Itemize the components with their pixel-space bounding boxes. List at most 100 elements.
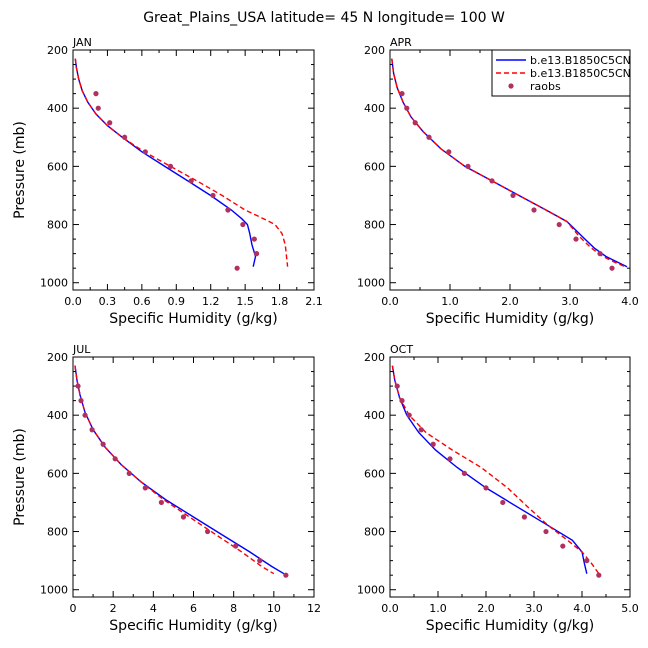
raobs-point bbox=[596, 572, 602, 578]
raobs-point bbox=[204, 528, 211, 535]
x-tick-label: 2 bbox=[110, 602, 117, 615]
x-tick-label: 3.0 bbox=[561, 295, 579, 308]
raobs-point bbox=[521, 514, 528, 520]
legend-swatch-marker bbox=[508, 83, 514, 89]
raobs-point bbox=[399, 91, 405, 97]
series-line-dashed bbox=[74, 58, 289, 267]
raobs-point bbox=[418, 427, 424, 433]
raobs-point bbox=[500, 499, 506, 506]
raobs-point bbox=[465, 163, 471, 169]
raobs-point bbox=[543, 528, 549, 535]
series-line-solid bbox=[74, 365, 285, 575]
y-axis-label: Pressure (mb) bbox=[12, 121, 28, 219]
panel-apr: APR 0.0 1.0 2.0 3.0 4.0 200 400 600 800 1000 Specif… bbox=[357, 36, 639, 327]
raobs-point bbox=[95, 105, 101, 111]
x-tick-label: 5.0 bbox=[621, 602, 639, 615]
x-axis-label: Specific Humidity (g/kg) bbox=[426, 311, 594, 327]
y-tick-label: 800 bbox=[364, 526, 385, 539]
x-tick-label: 4.0 bbox=[573, 602, 591, 615]
x-tick-label: 10 bbox=[267, 602, 281, 615]
y-tick-label: 600 bbox=[364, 160, 385, 173]
raobs-point bbox=[489, 178, 495, 184]
panel-label: JUL bbox=[72, 343, 91, 356]
raobs-point bbox=[142, 149, 148, 155]
series-line-dashed bbox=[391, 365, 600, 575]
raobs-point bbox=[609, 265, 615, 271]
x-axis-label: Specific Humidity (g/kg) bbox=[426, 618, 594, 634]
x-tick-label: 12 bbox=[307, 602, 321, 615]
y-tick-label: 200 bbox=[47, 351, 68, 364]
raobs-point bbox=[107, 120, 113, 126]
raobs-point bbox=[240, 221, 246, 228]
raobs-point bbox=[412, 120, 418, 126]
x-tick-label: 1.0 bbox=[441, 295, 459, 308]
series-line-dashed bbox=[391, 58, 626, 268]
legend-label: raobs bbox=[530, 80, 561, 93]
x-tick-label: 2.0 bbox=[501, 295, 519, 308]
y-tick-label: 1000 bbox=[40, 584, 68, 597]
x-tick-label: 0.0 bbox=[381, 602, 399, 615]
raobs-point bbox=[75, 383, 81, 389]
panels: JAN 0.0 0.3 0.6 0.9 1.2 1.5 1.8 2.1 200 400 600 800 1… bbox=[12, 36, 639, 634]
x-tick-label: 0.9 bbox=[168, 295, 186, 308]
x-tick-label: 8 bbox=[230, 602, 237, 615]
raobs-point bbox=[556, 221, 562, 228]
raobs-point bbox=[406, 412, 412, 418]
raobs-point bbox=[210, 192, 216, 199]
x-tick-label: 1.5 bbox=[236, 295, 254, 308]
x-tick-label: 3.0 bbox=[525, 602, 543, 615]
panel-jul: JUL 0 2 4 6 8 10 12 200 400 600 800 1000 Specific Hum… bbox=[12, 343, 321, 634]
raobs-point bbox=[188, 178, 194, 184]
y-axis-label: Pressure (mb) bbox=[12, 428, 28, 526]
y-tick-label: 200 bbox=[364, 351, 385, 364]
x-tick-label: 2.0 bbox=[477, 602, 495, 615]
y-tick-label: 200 bbox=[47, 44, 68, 57]
raobs-point bbox=[483, 485, 489, 491]
x-tick-label: 0.0 bbox=[381, 295, 399, 308]
x-tick-label: 2.1 bbox=[305, 295, 323, 308]
raobs-point bbox=[78, 398, 84, 404]
raobs-point bbox=[100, 441, 106, 447]
plot-frame bbox=[389, 356, 631, 598]
x-axis-label: Specific Humidity (g/kg) bbox=[109, 618, 277, 634]
raobs-point bbox=[447, 456, 453, 462]
y-tick-label: 400 bbox=[364, 409, 385, 422]
raobs-point bbox=[446, 149, 452, 155]
raobs-point bbox=[112, 456, 118, 462]
x-tick-label: 0.3 bbox=[99, 295, 117, 308]
y-tick-label: 400 bbox=[364, 102, 385, 115]
raobs-point bbox=[430, 441, 436, 447]
raobs-point bbox=[233, 543, 239, 549]
x-tick-label: 1.8 bbox=[271, 295, 289, 308]
raobs-point bbox=[122, 134, 128, 140]
raobs-point bbox=[404, 105, 410, 111]
y-tick-label: 200 bbox=[364, 44, 385, 57]
raobs-point bbox=[394, 383, 400, 389]
panel-oct: OCT 0.0 1.0 2.0 3.0 4.0 5.0 200 400 600 800 1000 Spe… bbox=[357, 343, 639, 634]
panel-label: OCT bbox=[390, 343, 413, 356]
series-line-solid bbox=[74, 58, 257, 267]
x-tick-label: 0.6 bbox=[133, 295, 151, 308]
raobs-point bbox=[82, 412, 88, 418]
plot-frame bbox=[72, 356, 315, 598]
x-tick-label: 0.0 bbox=[64, 295, 82, 308]
y-tick-label: 600 bbox=[364, 467, 385, 480]
x-tick-label: 1.2 bbox=[202, 295, 220, 308]
x-tick-label: 4 bbox=[150, 602, 157, 615]
legend-label: b.e13.B1850C5CN bbox=[530, 54, 631, 67]
raobs-point bbox=[399, 398, 405, 404]
panel-jan: JAN 0.0 0.3 0.6 0.9 1.2 1.5 1.8 2.1 200 400 600 800 1… bbox=[12, 36, 323, 327]
x-tick-label: 0 bbox=[70, 602, 77, 615]
raobs-point bbox=[251, 236, 257, 242]
raobs-point bbox=[584, 558, 590, 564]
raobs-point bbox=[560, 543, 566, 549]
raobs-point bbox=[573, 236, 579, 242]
y-tick-label: 400 bbox=[47, 102, 68, 115]
x-tick-label: 6 bbox=[190, 602, 197, 615]
raobs-point bbox=[531, 207, 537, 213]
raobs-point bbox=[510, 192, 516, 199]
raobs-point bbox=[461, 470, 467, 476]
y-tick-label: 800 bbox=[47, 219, 68, 232]
